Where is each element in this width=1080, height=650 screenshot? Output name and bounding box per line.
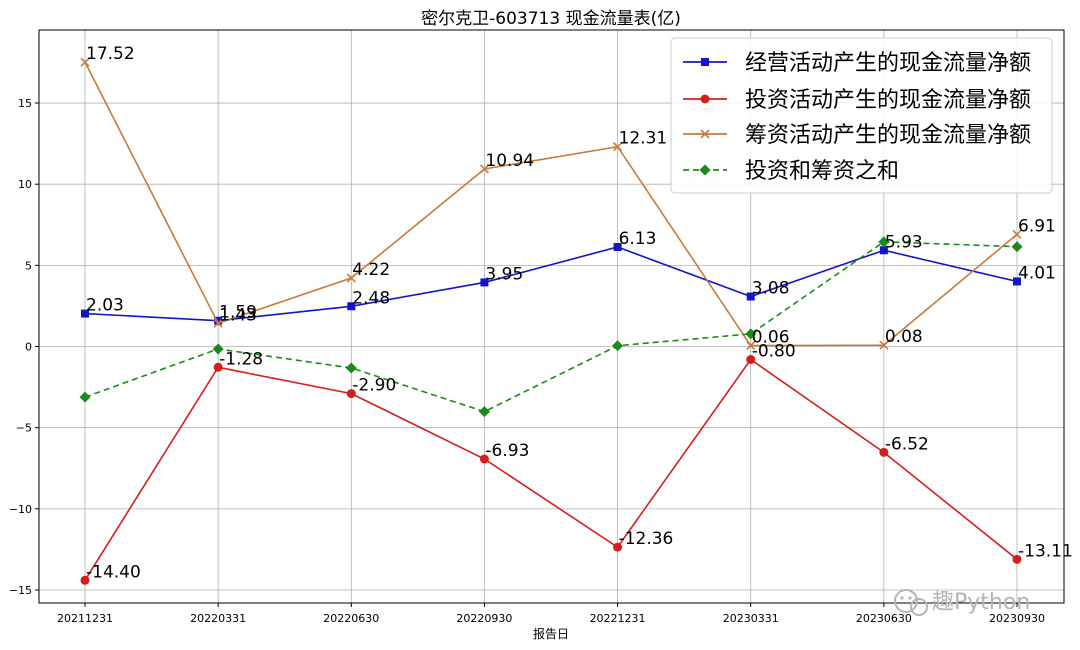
series-1-point <box>879 447 889 457</box>
legend-label: 经营活动产生的现金流量净额 <box>745 51 1031 76</box>
legend-item: 经营活动产生的现金流量净额 <box>683 51 1031 76</box>
series-1-point <box>80 575 90 585</box>
x-axis-label: 报告日 <box>533 626 569 641</box>
series-3-point <box>478 406 490 418</box>
series-3-point <box>212 343 224 355</box>
data-label: 4.22 <box>352 260 390 280</box>
series-3-line <box>84 241 1018 413</box>
series-3-point <box>745 328 757 340</box>
series-1-point <box>613 542 623 552</box>
y-tick-label: 0 <box>25 341 32 354</box>
legend-marker <box>700 94 710 104</box>
legend-item: 筹资活动产生的现金流量净额 <box>683 123 1031 148</box>
data-label: 3.08 <box>752 279 790 299</box>
data-label: 17.52 <box>86 44 135 64</box>
plot-frame <box>38 29 1065 604</box>
x-tick-label: 20220630 <box>323 612 379 625</box>
data-label: 1.43 <box>219 305 257 325</box>
series-1-point <box>213 362 223 372</box>
series-1-point <box>746 355 756 365</box>
data-label: 5.93 <box>885 232 923 252</box>
series-2-point <box>1012 229 1022 239</box>
data-label: 4.01 <box>1018 263 1056 283</box>
legend-marker <box>699 164 711 176</box>
x-tick-label: 20221231 <box>590 612 646 625</box>
y-tick-label: −10 <box>9 503 32 516</box>
legend-label: 投资活动产生的现金流量净额 <box>745 88 1031 113</box>
data-label: 2.48 <box>352 288 390 308</box>
y-tick-label: 15 <box>18 97 32 110</box>
series-0-point <box>81 309 89 318</box>
legend-marker <box>700 129 710 139</box>
series-2-point <box>879 340 889 350</box>
legend-item: 投资和筹资之和 <box>683 159 899 184</box>
series-layer <box>79 57 1023 585</box>
series-0-point <box>746 292 755 301</box>
series-1-point <box>346 389 356 399</box>
x-tick-label: 20230331 <box>723 612 779 625</box>
series-1-line <box>84 358 1018 581</box>
series-3-point <box>345 362 357 374</box>
series-2-line <box>84 61 1018 347</box>
data-label: 0.08 <box>885 327 923 347</box>
series-0-point <box>613 243 622 252</box>
legend-item: 投资活动产生的现金流量净额 <box>683 88 1031 113</box>
series-0-point <box>347 302 356 311</box>
series-2-point <box>613 142 623 152</box>
legend: 经营活动产生的现金流量净额投资活动产生的现金流量净额筹资活动产生的现金流量净额投… <box>670 37 1053 194</box>
x-tick-label: 20220930 <box>456 612 512 625</box>
legend-box <box>670 37 1053 194</box>
legend-label: 投资和筹资之和 <box>745 159 899 184</box>
series-2-point <box>479 164 489 174</box>
series-1-point <box>479 454 489 464</box>
watermark: 趣Python <box>894 589 1030 616</box>
x-axis: 20211231 20220331 20220630 20220930 20221231… <box>57 603 1045 625</box>
x-tick-label: 20230930 <box>989 612 1045 625</box>
data-label: 1.59 <box>219 303 257 323</box>
series-0-point <box>1013 277 1021 286</box>
data-label: 10.94 <box>485 151 534 171</box>
series-3-point <box>79 391 91 403</box>
series-2-point <box>213 318 223 328</box>
data-label: 0.06 <box>752 328 790 348</box>
series-2-point <box>80 57 90 67</box>
data-label: -1.28 <box>219 349 263 369</box>
data-label: 6.91 <box>1018 216 1056 236</box>
data-labels: 2.03 1.59 2.48 3.95 6.13 3.08 5.93 4.01 -14.40 -1… <box>86 44 1073 582</box>
x-tick-label: 20211231 <box>57 612 113 625</box>
series-3-point <box>612 340 624 352</box>
y-axis: −15 −10 −5 0 5 10 15 <box>9 97 39 597</box>
wechat-icon <box>894 589 928 616</box>
data-label: -6.52 <box>885 434 929 454</box>
series-2-point <box>346 273 356 283</box>
series-3-point <box>878 236 890 248</box>
legend-marker <box>701 58 709 66</box>
data-label: -0.80 <box>752 342 796 362</box>
data-label: 3.95 <box>485 264 523 284</box>
series-0-point <box>214 316 223 325</box>
y-tick-label: 10 <box>18 178 32 191</box>
series-0-point <box>879 246 888 255</box>
series-0-point <box>480 278 489 287</box>
series-1-point <box>1012 554 1022 564</box>
watermark-text: 趣Python <box>932 590 1030 615</box>
y-tick-label: −5 <box>16 422 32 435</box>
chart-title: 密尔克卫-603713 现金流量表(亿) <box>421 9 681 29</box>
data-label: -6.93 <box>485 441 529 461</box>
series-2-point <box>746 340 756 351</box>
x-tick-label: 20220331 <box>190 612 246 625</box>
x-tick-label: 20230630 <box>856 612 912 625</box>
data-label: -13.11 <box>1018 541 1073 561</box>
data-label: 12.31 <box>619 129 668 149</box>
data-label: -2.90 <box>352 376 396 396</box>
series-3-point <box>1011 241 1023 253</box>
data-label: -14.40 <box>86 562 141 582</box>
legend-label: 筹资活动产生的现金流量净额 <box>745 123 1031 148</box>
data-label: -12.36 <box>619 529 674 549</box>
y-tick-label: −15 <box>9 584 32 597</box>
y-tick-label: 5 <box>25 259 32 272</box>
data-label: 6.13 <box>619 229 657 249</box>
data-label: 2.03 <box>86 296 124 316</box>
